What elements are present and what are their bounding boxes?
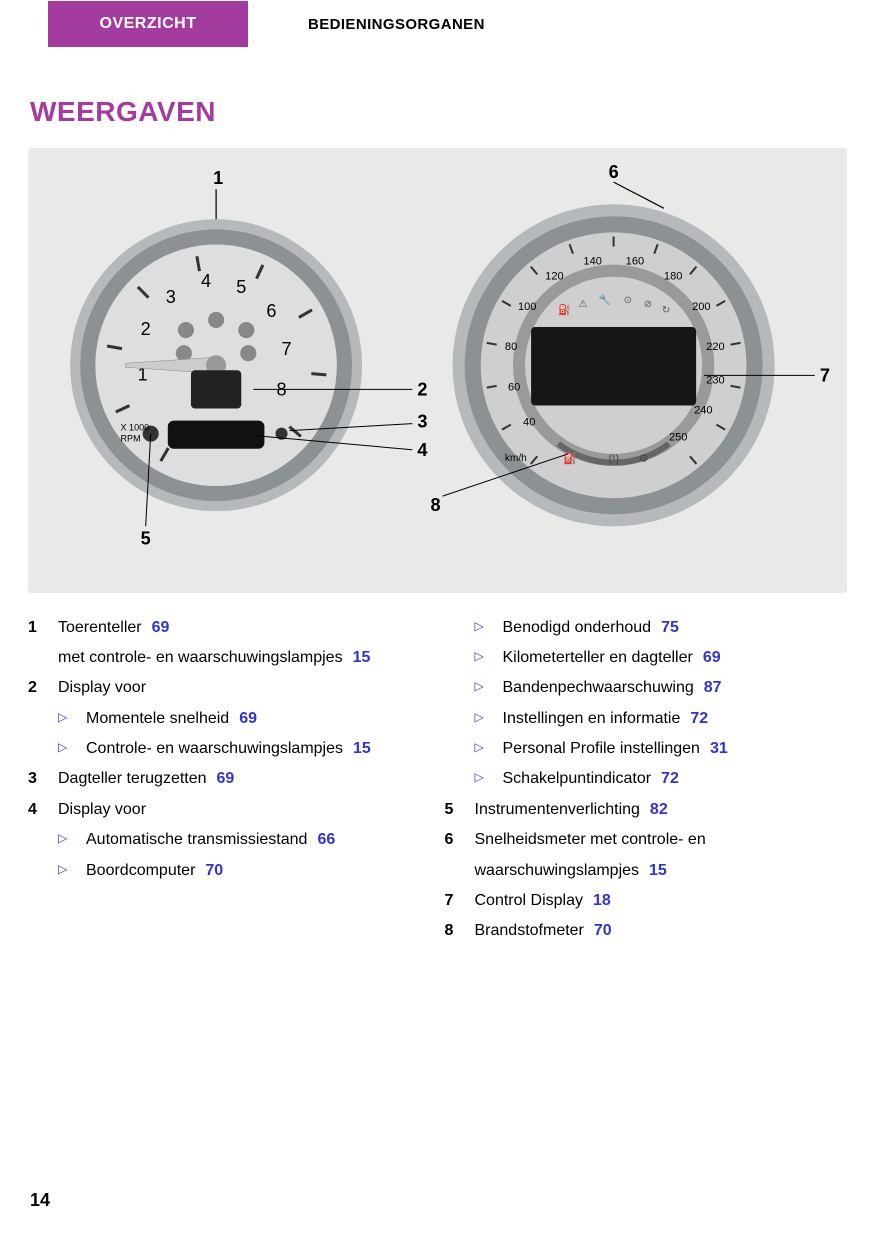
page-ref[interactable]: 75 bbox=[651, 619, 679, 636]
tach-display-upper bbox=[191, 370, 241, 408]
legend-content: 1 Toerenteller69 met controle- en waarsc… bbox=[28, 613, 847, 947]
callout-4: 4 bbox=[417, 440, 427, 460]
instrument-figure: 1 6 1 2 3 4 5 bbox=[28, 148, 847, 593]
legend-item: 2 Display voor ▷Momentele snelheid69 ▷Co… bbox=[28, 673, 431, 764]
page-ref[interactable]: 31 bbox=[700, 740, 728, 757]
warning-lamp-icon bbox=[240, 345, 256, 361]
speed-unit: km/h bbox=[505, 453, 527, 464]
svg-text:80: 80 bbox=[505, 341, 517, 353]
page-ref[interactable]: 18 bbox=[583, 892, 611, 909]
svg-text:⚠: ⚠ bbox=[578, 299, 587, 310]
legend-left-col: 1 Toerenteller69 met controle- en waarsc… bbox=[28, 613, 431, 947]
svg-text:⊙: ⊙ bbox=[624, 295, 632, 306]
callout-7: 7 bbox=[820, 365, 830, 385]
tach-display-lower bbox=[168, 421, 265, 449]
page-ref[interactable]: 15 bbox=[343, 740, 371, 757]
fuel-icon: ⛽ bbox=[563, 451, 577, 465]
tire-pressure-icon: (!) bbox=[609, 453, 619, 465]
svg-text:⊘: ⊘ bbox=[644, 299, 652, 310]
triangle-bullet-icon: ▷ bbox=[475, 643, 503, 673]
breadcrumb: BEDIENINGSORGANEN bbox=[308, 16, 485, 33]
page-ref[interactable]: 72 bbox=[651, 770, 679, 787]
engine-icon: ⚙ bbox=[639, 453, 649, 465]
page-ref[interactable]: 69 bbox=[693, 649, 721, 666]
page-ref[interactable]: 15 bbox=[639, 862, 667, 879]
gauges-svg: 1 6 1 2 3 4 5 bbox=[40, 164, 835, 567]
svg-text:🔧: 🔧 bbox=[599, 293, 612, 306]
svg-text:160: 160 bbox=[626, 256, 644, 268]
svg-text:6: 6 bbox=[266, 301, 276, 321]
page-number: 14 bbox=[30, 1190, 50, 1211]
page-ref[interactable]: 70 bbox=[195, 862, 223, 879]
page-title: WEERGAVEN bbox=[30, 96, 875, 128]
svg-text:3: 3 bbox=[166, 287, 176, 307]
svg-text:5: 5 bbox=[236, 277, 246, 297]
rpm-label: X 1000 bbox=[121, 423, 150, 433]
page-ref[interactable]: 70 bbox=[584, 922, 612, 939]
page-ref[interactable]: 87 bbox=[694, 679, 722, 696]
svg-text:RPM: RPM bbox=[121, 434, 141, 444]
page-ref[interactable]: 69 bbox=[207, 770, 235, 787]
page-ref[interactable]: 82 bbox=[640, 801, 668, 818]
legend-item: 3 Dagteller terugzetten69 bbox=[28, 764, 431, 794]
tab-overzicht: OVERZICHT bbox=[48, 1, 248, 47]
svg-text:7: 7 bbox=[282, 339, 292, 359]
triangle-bullet-icon: ▷ bbox=[475, 673, 503, 703]
speedometer-gauge: 40 60 80 100 120 140 160 180 200 220 230… bbox=[453, 204, 775, 526]
svg-text:200: 200 bbox=[692, 301, 710, 313]
svg-text:2: 2 bbox=[141, 319, 151, 339]
svg-text:230: 230 bbox=[706, 374, 724, 386]
svg-text:140: 140 bbox=[583, 256, 601, 268]
page-ref[interactable]: 15 bbox=[343, 649, 371, 666]
legend-item: 6 Snelheidsmeter met controle- en waarsc… bbox=[445, 825, 848, 886]
warning-lamp-icon bbox=[208, 312, 224, 328]
svg-text:⛽: ⛽ bbox=[558, 303, 571, 316]
svg-text:250: 250 bbox=[669, 432, 687, 444]
legend-item: 1 Toerenteller69 met controle- en waarsc… bbox=[28, 613, 431, 674]
triangle-bullet-icon: ▷ bbox=[58, 704, 86, 734]
svg-text:100: 100 bbox=[518, 301, 536, 313]
callout-3: 3 bbox=[417, 412, 427, 432]
legend-item: 7 Control Display18 bbox=[445, 886, 848, 916]
triangle-bullet-icon: ▷ bbox=[475, 764, 503, 794]
header: OVERZICHT BEDIENINGSORGANEN bbox=[0, 0, 875, 48]
triangle-bullet-icon: ▷ bbox=[475, 734, 503, 764]
legend-item: 4 Display voor ▷Automatische transmissie… bbox=[28, 795, 431, 886]
legend-item: 8 Brandstofmeter70 bbox=[445, 916, 848, 946]
warning-lamp-icon bbox=[178, 322, 194, 338]
page-ref[interactable]: 69 bbox=[229, 710, 257, 727]
page-ref[interactable]: 69 bbox=[142, 619, 170, 636]
callout-5: 5 bbox=[141, 528, 151, 548]
svg-text:↻: ↻ bbox=[662, 305, 670, 316]
legend-item: 5 Instrumentenverlichting82 bbox=[445, 795, 848, 825]
callout-2: 2 bbox=[417, 379, 427, 399]
svg-text:60: 60 bbox=[508, 381, 520, 393]
svg-text:40: 40 bbox=[523, 417, 535, 429]
triangle-bullet-icon: ▷ bbox=[475, 613, 503, 643]
svg-text:120: 120 bbox=[545, 271, 563, 283]
triangle-bullet-icon: ▷ bbox=[58, 734, 86, 764]
triangle-bullet-icon: ▷ bbox=[58, 856, 86, 886]
callout-6: 6 bbox=[609, 164, 619, 182]
page-ref[interactable]: 66 bbox=[307, 831, 335, 848]
legend-right-col: ▷Benodigd onderhoud75 ▷Kilometerteller e… bbox=[445, 613, 848, 947]
warning-lamp-icon bbox=[238, 322, 254, 338]
callout-1: 1 bbox=[213, 168, 223, 188]
tachometer-gauge: 1 2 3 4 5 6 7 8 X 1000 RPM bbox=[70, 219, 362, 511]
svg-text:240: 240 bbox=[694, 405, 712, 417]
triangle-bullet-icon: ▷ bbox=[475, 704, 503, 734]
page-ref[interactable]: 72 bbox=[680, 710, 708, 727]
control-display bbox=[531, 327, 696, 405]
svg-text:180: 180 bbox=[664, 271, 682, 283]
svg-text:220: 220 bbox=[706, 341, 724, 353]
svg-text:4: 4 bbox=[201, 271, 211, 291]
triangle-bullet-icon: ▷ bbox=[58, 825, 86, 855]
callout-8: 8 bbox=[430, 495, 440, 515]
